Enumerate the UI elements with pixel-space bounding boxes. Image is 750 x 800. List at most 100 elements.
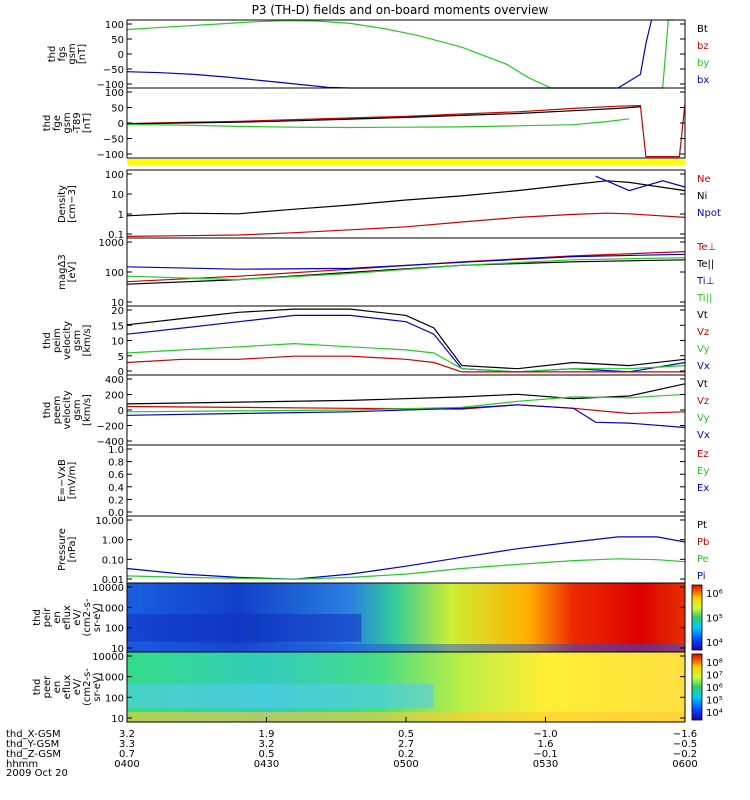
ephemeris-value: 0.7 <box>119 749 135 760</box>
velocity1-ytick-label: 10 <box>111 337 124 348</box>
ephemeris-value: 0500 <box>393 759 418 770</box>
velocity1-legend-2: Vy <box>697 344 710 355</box>
fge-ytick-label: 100 <box>105 88 124 99</box>
temperature-ytick-label: 100 <box>105 268 124 279</box>
velocity1-ylabel-line: peim <box>52 328 63 353</box>
fgs-ylabel-line: thd <box>47 46 58 63</box>
ephemeris-label: thd_X-GSM <box>6 729 61 740</box>
pressure-ytick-label: 10.00 <box>95 516 124 527</box>
pressure-legend-2: Pe <box>697 554 709 565</box>
temperature-series-ti <box>126 253 686 270</box>
velocity1-ytick-label: 5 <box>118 352 124 363</box>
density-ytick-label: 0.1 <box>108 230 124 241</box>
temperature-ytick-label: 10 <box>111 298 124 309</box>
velocity1-legend-0: Vt <box>697 310 708 321</box>
ephemeris-value: 0400 <box>114 759 139 770</box>
ephemeris-value: 0.5 <box>398 729 414 740</box>
velocity1-ytick-label: 20 <box>111 306 124 317</box>
density-ytick-label: 1 <box>118 210 124 221</box>
velocity1-ylabel-line: thd <box>42 332 53 349</box>
velocity2-ytick-label: 400 <box>105 375 124 386</box>
ion-low-flux-band <box>127 614 362 642</box>
velocity2-ylabel-line: peem <box>52 396 63 424</box>
velocity2-series-vt <box>126 383 686 405</box>
velocity1-ylabel-line: [km/s] <box>82 324 93 356</box>
temperature-ylabel: magΔ3[eV] <box>57 254 78 289</box>
pressure-legend-1: Pb <box>697 537 709 548</box>
peir_spec-colorbar-label: 10⁴ <box>706 638 723 649</box>
pressure-ytick-label: 1.00 <box>102 536 124 547</box>
panel-frames <box>126 19 703 723</box>
peer_spec-ylabel-line: eV/ <box>72 678 83 695</box>
peer_spec-colorbar-label: 10⁶ <box>706 683 723 694</box>
velocity2-ylabel-line: [km/s] <box>82 394 93 426</box>
velocity2-series-vx <box>126 404 686 429</box>
efield-frame <box>126 444 686 517</box>
ephemeris-value: −0.2 <box>673 749 697 760</box>
fge-ylabel-line: -T89 <box>72 112 83 134</box>
peer_spec-colorbar <box>691 653 703 721</box>
peir_spec-ylabel-line: eV/ <box>72 609 83 626</box>
ephemeris-label: thd_Y-GSM <box>6 739 59 750</box>
density-legend-2: Npot <box>697 208 721 219</box>
peir_spec-colorbar <box>691 584 703 651</box>
ephemeris-value: 0.2 <box>398 749 414 760</box>
peer_spec-colorbar-label: 10⁴ <box>706 708 723 719</box>
efield-legend-1: Ey <box>697 466 709 477</box>
peer_spec-ytick-label: 1000 <box>99 673 124 684</box>
peer_spec-ylabel: thdpeerenefluxeV/(cm2-s-sr-eV) <box>32 668 103 706</box>
ephemeris-value: −0.1 <box>533 749 557 760</box>
efield-ylabel-line: [mV/m] <box>67 462 78 500</box>
pressure-series-pe <box>126 558 686 580</box>
temperature-frame <box>126 237 686 307</box>
temperature-series-te <box>126 259 686 285</box>
peir_spec-colorbar-label: 10⁶ <box>706 589 723 600</box>
velocity2-ytick-label: −200 <box>97 422 124 433</box>
velocity1-ylabel-line: gsm <box>72 330 83 351</box>
peir_spec-ylabel-line: sr-eV) <box>92 603 103 632</box>
peer_spec-ytick-label: 100 <box>105 693 124 704</box>
fgs-legend-1: bz <box>697 41 709 52</box>
pressure-ytick-label: 0.01 <box>102 575 124 586</box>
fge-ytick-label: −50 <box>103 135 124 146</box>
ephemeris-label: thd_Z-GSM <box>6 749 61 760</box>
efield-ytick-label: 0.2 <box>108 495 124 506</box>
temperature-legend-2: Ti⊥ <box>696 276 714 287</box>
peir_spec-ylabel-line: en <box>52 611 63 624</box>
fgs-ylabel: thdfgsgsm[nT] <box>47 43 88 64</box>
ephemeris-value: 2.7 <box>398 739 414 750</box>
density-ylabel-line: [cm−3] <box>67 185 78 223</box>
density-series-ni <box>126 180 686 217</box>
ephemeris-value: 0.5 <box>259 749 275 760</box>
pressure-ytick-label: 0.10 <box>102 555 124 566</box>
velocity1-series-vy <box>126 342 686 373</box>
peer_spec-ylabel-line: en <box>52 681 63 694</box>
fgs-ytick-label: 50 <box>111 35 124 46</box>
temperature-ytick-label: 1000 <box>99 238 124 249</box>
ephemeris-value: −0.5 <box>673 739 697 750</box>
fgs-legend-3: bx <box>697 75 709 86</box>
fge-series-bz <box>126 103 686 158</box>
velocity1-ytick-label: 15 <box>111 321 124 332</box>
density-ylabel: Density[cm−3] <box>57 185 78 223</box>
temperature-series-ti <box>126 257 686 281</box>
temperature-legend-0: Te⊥ <box>696 242 716 253</box>
fge-ylabel-line: gsm <box>62 112 73 133</box>
velocity2-ylabel-line: gsm <box>72 399 83 420</box>
ephemeris-value: −1.6 <box>673 729 697 740</box>
fgs-legend-0: Bt <box>697 24 708 35</box>
peir_spec-ylabel-line: thd <box>32 609 43 626</box>
temperature-ylabel-line: [eV] <box>67 262 78 283</box>
peir_spec-ytick-label: 10000 <box>92 583 124 594</box>
pressure-legend-0: Pt <box>697 520 707 531</box>
series-layer <box>126 19 686 580</box>
ephemeris-value: 3.2 <box>259 739 275 750</box>
efield-ytick-label: 0.6 <box>108 470 124 481</box>
ephemeris-value: 0430 <box>254 759 279 770</box>
velocity2-legend-2: Vy <box>697 413 710 424</box>
density-ytick-label: 10 <box>111 190 124 201</box>
velocity2-ylabel-line: thd <box>42 402 53 419</box>
velocity1-ytick-label: 0 <box>118 367 124 378</box>
panel-labels: 100500−50−100thdfgsgsm[nT]Btbzbybx100500… <box>32 20 723 725</box>
